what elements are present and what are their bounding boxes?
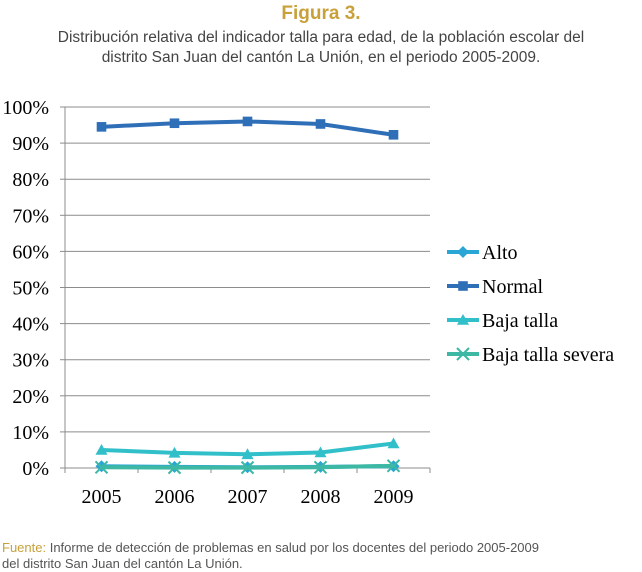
data-point-x xyxy=(94,460,109,474)
source-note: Fuente: Informe de detección de problema… xyxy=(2,540,642,572)
x-tick-label: 2005 xyxy=(82,486,122,508)
chart-title: Distribución relativa del indicador tall… xyxy=(0,28,642,68)
chart-title-line-2: distrito San Juan del cantón La Unión, e… xyxy=(101,49,541,66)
data-point-triangle xyxy=(387,437,400,449)
data-point-square xyxy=(315,119,326,129)
legend-item: Baja talla severa xyxy=(447,344,614,366)
data-point-x xyxy=(386,459,401,473)
data-point-x xyxy=(167,460,182,475)
y-tick-label: 0% xyxy=(22,458,49,480)
data-point-square xyxy=(96,122,107,132)
y-tick-label: 100% xyxy=(2,97,49,119)
legend-label: Normal xyxy=(482,276,544,298)
data-point-square xyxy=(388,129,399,140)
data-point-square xyxy=(169,118,180,129)
x-tick-label: 2009 xyxy=(374,486,414,508)
y-tick-label: 20% xyxy=(12,386,49,408)
source-text-1: Informe de detección de problemas en sal… xyxy=(49,540,539,555)
data-point-triangle xyxy=(95,443,108,455)
data-point-x xyxy=(240,460,255,475)
legend-item: Normal xyxy=(447,276,544,298)
series-normal xyxy=(96,116,399,140)
source-label: Fuente: xyxy=(2,540,47,555)
data-point-square xyxy=(242,116,253,127)
y-tick-label: 50% xyxy=(12,278,49,300)
y-tick-label: 90% xyxy=(12,133,49,155)
source-text-2: del distrito San Juan del cantón La Unió… xyxy=(2,556,243,571)
y-tick-label: 70% xyxy=(12,205,49,227)
legend-label: Baja talla severa xyxy=(482,344,614,366)
legend-item: Baja talla xyxy=(447,310,558,332)
source-line-1: Fuente: Informe de detección de problema… xyxy=(2,540,642,556)
legend: Alto Normal Baja talla Baja talla severa xyxy=(447,242,614,366)
data-point-diamond xyxy=(457,246,469,258)
chart-title-line-1: Distribución relativa del indicador tall… xyxy=(57,29,585,46)
data-point-triangle xyxy=(241,448,254,460)
x-tick-label: 2007 xyxy=(228,486,268,508)
legend-label: Alto xyxy=(482,242,518,264)
line-chart: 0% 10% 20% 30% 40% 50% 60% 70% 80% 90% 100% 2005 200… xyxy=(2,97,614,508)
tick-labels: 0% 10% 20% 30% 40% 50% 60% 70% 80% 90% 100% 2005 200… xyxy=(2,97,413,508)
data-point-x xyxy=(456,347,470,361)
data-point-square xyxy=(458,281,468,291)
y-tick-label: 40% xyxy=(12,314,49,336)
figure-label: Figura 3. xyxy=(281,3,361,24)
x-tick-label: 2008 xyxy=(301,486,341,508)
data-point-triangle xyxy=(457,314,469,325)
axes xyxy=(60,106,431,473)
data-point-triangle xyxy=(168,446,181,458)
series-layer xyxy=(94,116,401,475)
series-baja-talla-severa xyxy=(94,459,401,475)
gridlines xyxy=(65,106,430,433)
data-point-x xyxy=(313,460,328,474)
y-tick-label: 30% xyxy=(12,350,49,372)
data-point-triangle xyxy=(314,446,327,458)
y-tick-label: 80% xyxy=(12,169,49,191)
legend-label: Baja talla xyxy=(482,310,558,332)
y-tick-label: 60% xyxy=(12,241,49,263)
x-tick-label: 2006 xyxy=(155,486,195,508)
series-baja-talla xyxy=(95,437,400,460)
legend-item: Alto xyxy=(447,242,518,264)
y-tick-label: 10% xyxy=(12,422,49,444)
